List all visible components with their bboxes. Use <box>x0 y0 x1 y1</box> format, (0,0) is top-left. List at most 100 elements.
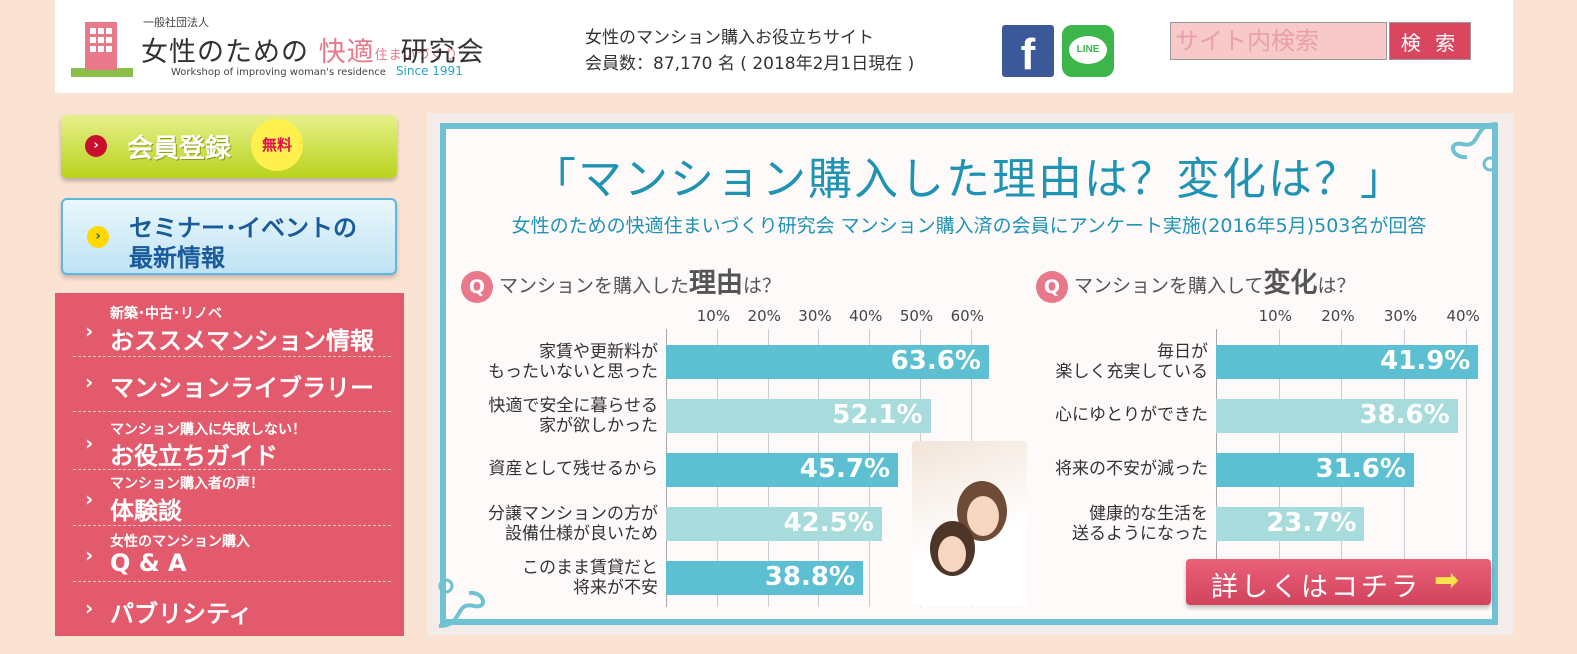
line-icon-label: LINE <box>1069 36 1107 64</box>
seminar-label-line1: セミナー･イベントの <box>129 214 357 242</box>
question-reason-big: 理由 <box>689 268 744 299</box>
menu-item-label: パブリシティ <box>110 600 253 628</box>
sidebar-menu: › 新築･中古･リノベ おススメマンション情報 › マンションライブラリー › … <box>55 293 404 636</box>
question-reason-post: は？ <box>743 275 782 297</box>
details-button[interactable]: 詳しくはコチラ ➡ <box>1186 559 1491 605</box>
bar-value-label: 38.6% <box>1359 400 1450 430</box>
menu-item-sub: 新築･中古･リノベ <box>110 306 222 322</box>
logo-org-type: 一般社団法人 <box>143 16 209 29</box>
menu-item-sub: マンション購入に失敗しない！ <box>110 422 306 438</box>
category-label: 将来の不安が減った <box>1055 459 1208 479</box>
bar: 23.7% <box>1216 507 1365 541</box>
bar-value-label: 52.1% <box>832 400 923 430</box>
banner-frame: 「マンション購入した理由は？変化は？」 女性のための快適住まいづくり研究会 マン… <box>438 122 1498 628</box>
line-icon[interactable]: LINE <box>1062 25 1114 77</box>
logo-name-part1: 女性のための <box>141 37 309 68</box>
tagline-line1: 女性のマンション購入お役立ちサイト <box>585 28 874 48</box>
category-label: 家賃や更新料が もったいないと思った <box>488 342 658 382</box>
logo-name-part4: 研究会 <box>400 37 485 68</box>
category-label: 資産として残せるから <box>488 459 659 479</box>
banner-title: 「マンション購入した理由は？変化は？」 <box>532 154 1406 205</box>
free-badge: 無料 <box>251 119 303 171</box>
menu-item-label: お役立ちガイド <box>110 442 278 470</box>
bar: 31.6% <box>1216 453 1414 487</box>
question-reason-heading: Q マンションを購入した理由は？ <box>461 261 781 303</box>
chart-reason: 10% 20% 30% 40% 50% 60% 家賃や更新料が もったいないと思った 63.6%… <box>456 307 1006 607</box>
menu-item-library[interactable]: › マンションライブラリー <box>55 359 404 411</box>
logo-english: Workshop of improving woman's residence <box>171 67 386 78</box>
axis-line <box>1216 329 1217 567</box>
logo-name: 女性のための 快適住まいづくり研究会 <box>141 30 485 69</box>
member-count: 会員数：87,170 名 ( 2018年2月1日現在 ) <box>585 54 915 74</box>
flourish-ornament-icon <box>438 578 485 628</box>
axis-tick-label: 60% <box>950 307 984 325</box>
axis-tick-label: 30% <box>1383 307 1418 325</box>
site-tagline: 女性のマンション購入お役立ちサイト 会員数：87,170 名 ( 2018年2月… <box>585 25 914 77</box>
category-label: このまま賃貸だと 将来が不安 <box>522 558 658 598</box>
menu-divider <box>73 469 391 470</box>
chevron-right-icon: › <box>85 543 94 567</box>
menu-divider <box>73 525 391 526</box>
gridline <box>1403 329 1405 567</box>
details-button-label: 詳しくはコチラ <box>1211 572 1421 603</box>
question-change-post: は？ <box>1317 275 1356 297</box>
bar: 38.8% <box>666 561 863 595</box>
question-q-icon: Q <box>461 270 493 303</box>
question-change-big: 変化 <box>1263 268 1318 299</box>
survey-banner[interactable]: 「マンション購入した理由は？変化は？」 女性のための快適住まいづくり研究会 マン… <box>427 113 1513 635</box>
bar-value-label: 42.5% <box>783 508 874 538</box>
menu-item-label: マンションライブラリー <box>110 374 374 402</box>
axis-tick-label: 20% <box>747 307 781 325</box>
banner-subtitle: 女性のための快適住まいづくり研究会 マンション購入済の会員にアンケート実施(20… <box>511 215 1427 237</box>
menu-item-sub: マンション購入者の声！ <box>110 476 264 492</box>
bar-value-label: 23.7% <box>1266 508 1357 538</box>
chevron-right-icon: › <box>85 596 94 620</box>
arrow-right-icon: ➡ <box>1434 563 1463 598</box>
question-change-pre: マンションを購入して <box>1074 275 1264 297</box>
bar-value-label: 63.6% <box>890 346 981 376</box>
seminar-button[interactable]: › セミナー･イベントの 最新情報 <box>61 198 397 275</box>
search-input[interactable] <box>1170 22 1387 60</box>
bar-value-label: 45.7% <box>799 454 890 484</box>
menu-divider <box>73 581 391 582</box>
bar: 52.1% <box>666 399 931 433</box>
gridline <box>1278 329 1280 567</box>
logo-since: Since 1991 <box>395 64 463 78</box>
chevron-right-icon: › <box>87 226 109 248</box>
bar: 41.9% <box>1216 345 1479 379</box>
category-label: 毎日が 楽しく充実している <box>1055 342 1209 382</box>
category-label: 分譲マンションの方が 設備仕様が良いため <box>488 504 658 544</box>
logo-name-part3: 住まいづくり <box>374 48 459 63</box>
menu-divider <box>73 411 391 412</box>
menu-item-label: おススメマンション情報 <box>110 327 374 355</box>
search-button[interactable]: 検 索 <box>1389 22 1471 60</box>
axis-tick-label: 20% <box>1321 307 1355 325</box>
axis-tick-label: 30% <box>798 307 832 325</box>
bar: 63.6% <box>666 345 989 379</box>
menu-item-guide[interactable]: › マンション購入に失敗しない！ お役立ちガイド <box>55 413 404 470</box>
chevron-right-icon: › <box>85 487 94 511</box>
question-q-icon: Q <box>1036 270 1068 303</box>
flourish-ornament-icon <box>1451 122 1498 172</box>
register-label: 会員登録 <box>127 134 232 164</box>
axis-tick-label: 40% <box>1446 307 1480 325</box>
question-reason-pre: マンションを購入した <box>499 275 690 297</box>
facebook-icon[interactable]: f <box>1002 25 1054 79</box>
menu-item-publicity[interactable]: › パブリシティ <box>55 583 404 635</box>
menu-item-label: Q & A <box>110 549 187 577</box>
axis-tick-label: 10% <box>1258 307 1292 325</box>
logo-subtitle: Workshop of improving woman's residence S… <box>171 64 463 78</box>
question-change-heading: Q マンションを購入して変化は？ <box>1036 261 1355 303</box>
site-header: 一般社団法人 女性のための 快適住まいづくり研究会 Workshop of im… <box>55 0 1513 93</box>
menu-item-recommended[interactable]: › 新築･中古･リノベ おススメマンション情報 <box>55 299 404 357</box>
chart-change: 10% 20% 30% 40% 毎日が 楽しく充実している 41.9% 心にゆとりができた 38… <box>1031 307 1491 567</box>
site-logo[interactable]: 一般社団法人 女性のための 快適住まいづくり研究会 Workshop of im… <box>71 12 551 82</box>
chevron-right-icon: › <box>85 431 94 455</box>
bar: 42.5% <box>666 507 882 541</box>
gridline <box>1341 329 1343 567</box>
menu-item-qa[interactable]: › 女性のマンション購入 Q & A <box>55 527 404 581</box>
menu-item-experiences[interactable]: › マンション購入者の声！ 体験談 <box>55 471 404 525</box>
bar-value-label: 31.6% <box>1315 454 1406 484</box>
chevron-right-icon: › <box>85 319 94 343</box>
register-button[interactable]: › 会員登録 無料 <box>61 115 397 178</box>
